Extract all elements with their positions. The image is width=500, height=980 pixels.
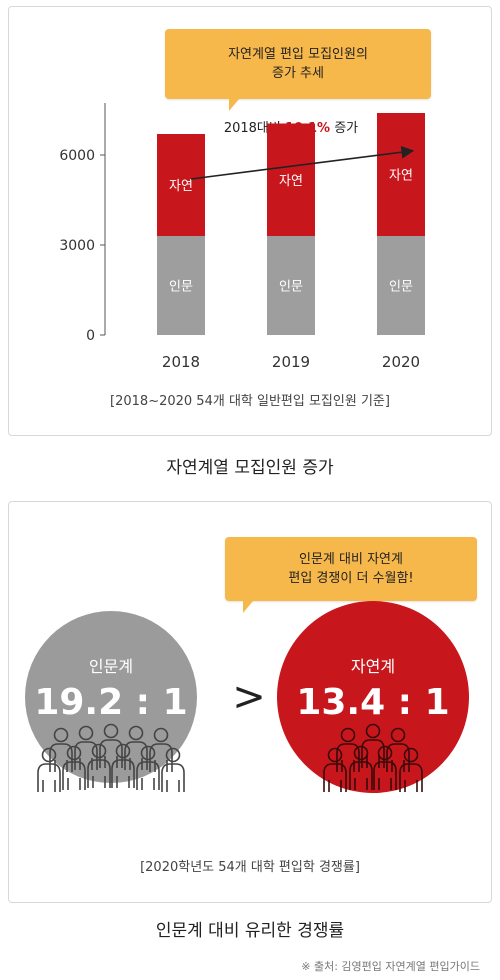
sciences-ratio: 13.4 : 1	[296, 682, 449, 723]
bar-segment-label: 인문	[389, 280, 413, 295]
chart-caption: 자연계열 모집인원 증가	[166, 458, 334, 478]
trend-callout: 자연계열 편입 모집인원의 증가 추세	[165, 29, 431, 111]
y-tick-label: 6000	[59, 148, 95, 164]
humanities-label: 인문계	[89, 657, 133, 676]
humanities-circle: 인문계 19.2 : 1	[25, 611, 197, 792]
bar-2018-sciences	[157, 134, 205, 236]
callout2-line-2: 편입 경쟁이 더 수월함!	[288, 571, 414, 586]
enrollment-chart-card: 자연계열 편입 모집인원의 증가 추세 2018대비 10.1% 증가 0300…	[8, 6, 492, 436]
bar-2020-sciences	[377, 113, 425, 236]
x-tick-label: 2020	[382, 353, 420, 371]
humanities-circle-bg	[25, 611, 197, 783]
callout-line-2: 증가 추세	[272, 66, 324, 81]
bar-segment-label: 인문	[169, 280, 193, 295]
bar-2019-sciences	[267, 123, 315, 236]
bar-segment-label: 자연	[279, 174, 303, 189]
bar-segment-label: 인문	[279, 280, 303, 295]
sciences-label: 자연계	[351, 657, 395, 676]
sciences-circle: 자연계 13.4 : 1	[277, 601, 469, 793]
stacked-bar-chart: 2018대비 10.1% 증가 030006000인문자연2018인문자연201…	[59, 103, 425, 371]
sciences-circle-bg	[277, 601, 469, 793]
source-footnote: ※ 출처: 김영편입 자연계열 편입가이드	[301, 960, 480, 973]
x-tick-label: 2018	[162, 353, 200, 371]
x-tick-label: 2019	[272, 353, 310, 371]
ratio-comparison: 인문계 19.2 : 1 > 자연계 13.4 : 1	[25, 601, 469, 793]
bar-2020-humanities	[377, 236, 425, 335]
competition-caption: 인문계 대비 유리한 경쟁률	[155, 921, 345, 941]
trend-arrow	[190, 145, 415, 180]
competition-callout: 인문계 대비 자연계 편입 경쟁이 더 수월함!	[225, 537, 477, 613]
bar-2018-humanities	[157, 236, 205, 335]
humanities-ratio: 19.2 : 1	[34, 682, 187, 723]
competition-source-note: [2020학년도 54개 대학 편입학 경쟁률]	[140, 860, 360, 875]
chart-source-note: [2018~2020 54개 대학 일반편입 모집인원 기준]	[110, 394, 390, 409]
bar-segment-label: 자연	[389, 169, 413, 184]
growth-suffix: 증가	[330, 121, 358, 136]
callout2-line-1: 인문계 대비 자연계	[299, 552, 403, 567]
y-tick-label: 0	[86, 328, 95, 344]
greater-than-symbol: >	[232, 674, 266, 720]
bar-segment-label: 자연	[169, 179, 193, 194]
bar-2019-humanities	[267, 236, 315, 335]
callout-line-1: 자연계열 편입 모집인원의	[228, 47, 368, 62]
y-tick-label: 3000	[59, 238, 95, 254]
competition-card: 인문계 대비 자연계 편입 경쟁이 더 수월함!	[8, 501, 492, 903]
